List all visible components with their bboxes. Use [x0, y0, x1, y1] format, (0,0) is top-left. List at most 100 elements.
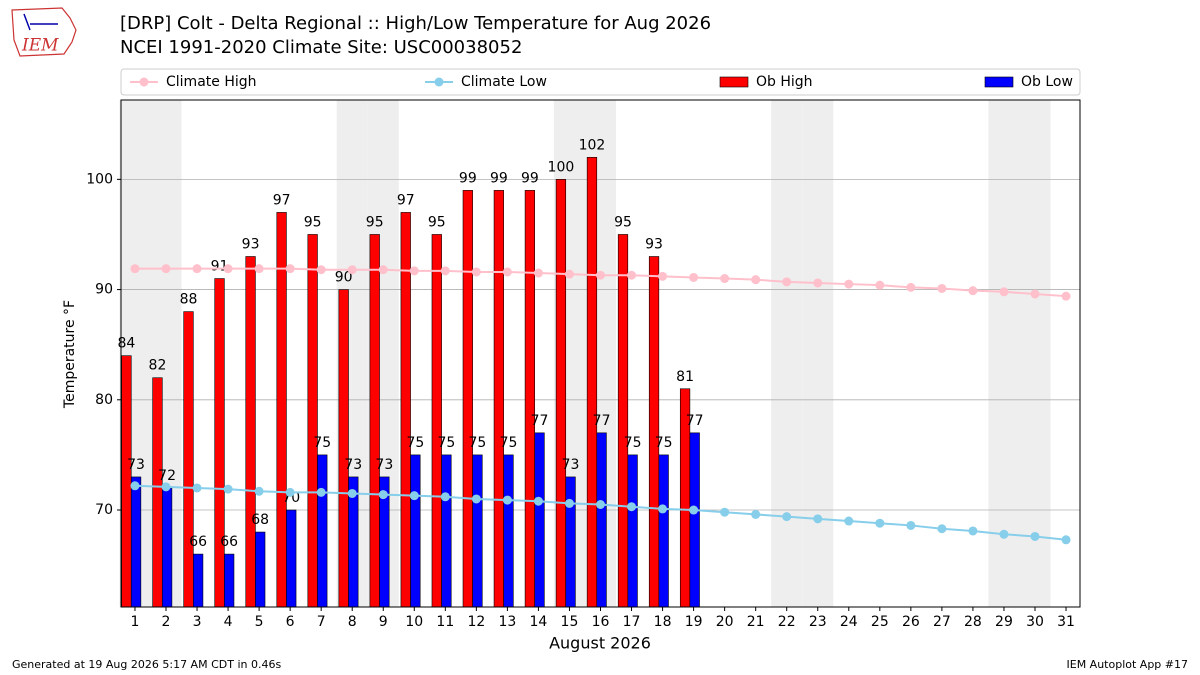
- bar: [183, 311, 194, 608]
- x-tick-label: 23: [809, 614, 827, 630]
- bar: [307, 234, 318, 608]
- logo-text: IEM: [21, 36, 59, 56]
- bar: [493, 190, 504, 608]
- shaded-band: [988, 100, 1020, 607]
- x-tick-label: 17: [623, 614, 641, 630]
- line-marker: [999, 529, 1009, 539]
- bar: [193, 553, 204, 608]
- line-marker: [409, 266, 419, 276]
- line-marker: [968, 286, 978, 296]
- data-label: 75: [437, 435, 455, 451]
- data-label: 99: [521, 170, 539, 186]
- line-marker: [502, 495, 512, 505]
- shaded-band: [1019, 100, 1051, 607]
- bar: [338, 289, 349, 608]
- data-label: 82: [149, 358, 167, 374]
- line-marker: [1061, 535, 1071, 545]
- footer-left: Generated at 19 Aug 2026 5:17 AM CDT in …: [12, 658, 281, 671]
- line-marker: [875, 280, 885, 290]
- y-axis-label: Temperature °F: [62, 300, 78, 409]
- line-marker: [937, 283, 947, 293]
- line-marker: [844, 516, 854, 526]
- y-tick-label: 100: [86, 171, 113, 187]
- line-marker: [471, 267, 481, 277]
- data-label: 73: [127, 457, 145, 473]
- data-label: 75: [655, 435, 673, 451]
- data-label: 97: [397, 192, 415, 208]
- bar: [648, 256, 660, 608]
- shaded-band: [802, 100, 834, 607]
- data-label: 90: [335, 270, 353, 286]
- bar: [658, 454, 669, 608]
- bar: [130, 476, 142, 608]
- line-marker: [844, 279, 854, 289]
- x-tick-label: 28: [964, 614, 982, 630]
- bar: [565, 476, 576, 608]
- data-label: 73: [375, 457, 393, 473]
- x-tick-label: 1: [131, 614, 140, 630]
- plot-frame: [120, 99, 1081, 608]
- shaded-band: [771, 100, 803, 607]
- line-marker: [285, 264, 295, 274]
- data-label: 99: [490, 170, 508, 186]
- x-tick-label: 25: [871, 614, 889, 630]
- legend-swatch: [719, 76, 749, 88]
- bar: [161, 487, 173, 608]
- y-tick-label: 90: [95, 282, 113, 298]
- bar: [596, 432, 607, 608]
- line-marker: [689, 272, 699, 282]
- data-label: 84: [118, 336, 136, 352]
- line-marker: [471, 494, 481, 504]
- chart-title: [DRP] Colt - Delta Regional :: High/Low …: [120, 13, 711, 34]
- bar: [410, 454, 421, 608]
- x-tick-label: 11: [436, 614, 454, 630]
- line-marker: [564, 498, 574, 508]
- legend-label: Ob Low: [1021, 74, 1073, 90]
- line-marker: [751, 509, 761, 519]
- line-marker: [316, 265, 326, 275]
- bar: [441, 454, 452, 608]
- line-marker: [161, 264, 171, 274]
- x-tick-label: 9: [379, 614, 388, 630]
- line-marker: [968, 526, 978, 536]
- line-marker: [906, 282, 916, 292]
- line-marker: [502, 267, 512, 277]
- data-label: 102: [579, 137, 606, 153]
- x-tick-label: 13: [498, 614, 516, 630]
- line-marker: [1061, 291, 1071, 301]
- data-label: 66: [189, 534, 207, 550]
- legend-swatch: [139, 77, 149, 87]
- line-marker: [223, 264, 233, 274]
- x-tick-label: 12: [467, 614, 485, 630]
- legend-swatch: [984, 76, 1014, 88]
- x-tick-label: 7: [317, 614, 326, 630]
- line-marker: [440, 492, 450, 502]
- x-tick-label: 16: [592, 614, 610, 630]
- data-label: 93: [645, 237, 663, 253]
- data-label: 72: [158, 468, 176, 484]
- data-label: 68: [251, 512, 269, 528]
- bar: [214, 278, 225, 608]
- x-tick-label: 19: [685, 614, 703, 630]
- line-marker: [627, 270, 637, 280]
- x-tick-label: 14: [530, 614, 548, 630]
- line-marker: [347, 488, 357, 498]
- x-tick-label: 22: [778, 614, 796, 630]
- line-marker: [751, 275, 761, 285]
- line-marker: [130, 481, 140, 491]
- footer-right: IEM Autoplot App #17: [1067, 658, 1189, 671]
- line-marker: [192, 264, 202, 274]
- line-marker: [533, 268, 543, 278]
- data-label: 99: [459, 170, 477, 186]
- logo-icon: [23, 13, 31, 31]
- line-marker: [627, 502, 637, 512]
- data-label: 81: [676, 369, 694, 385]
- bar: [503, 454, 514, 608]
- data-label: 75: [406, 435, 424, 451]
- x-tick-label: 21: [747, 614, 765, 630]
- legend-swatch: [434, 77, 444, 87]
- line-marker: [689, 505, 699, 515]
- bar: [524, 190, 536, 608]
- data-label: 95: [366, 214, 384, 230]
